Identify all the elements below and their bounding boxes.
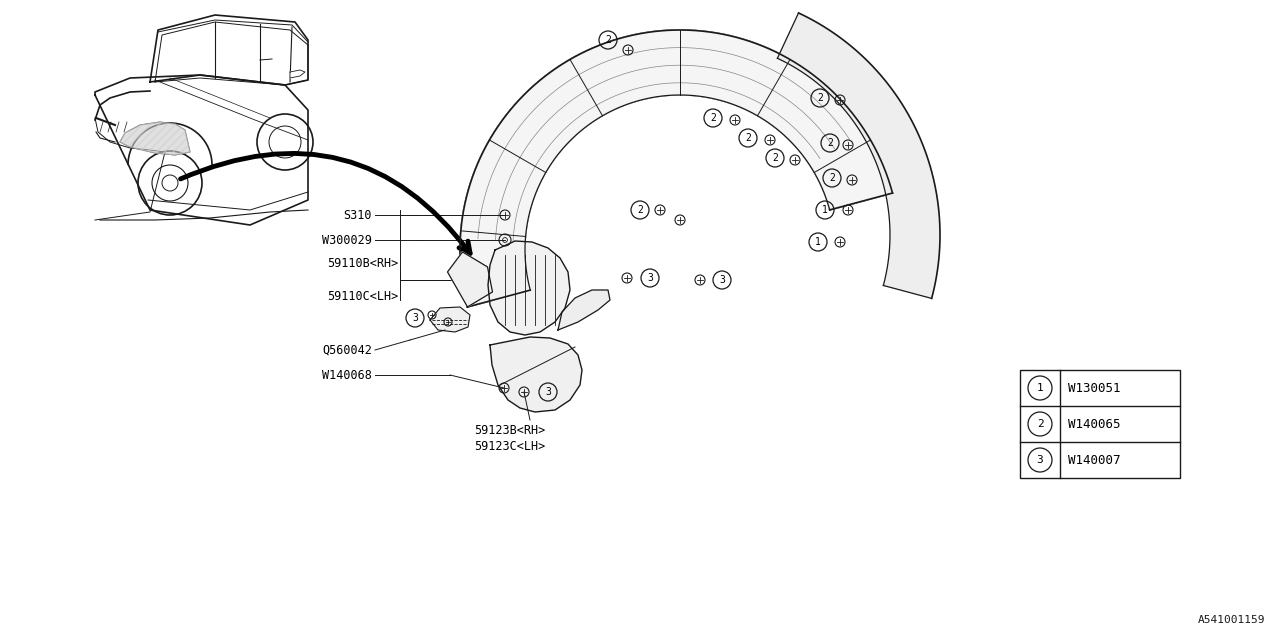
Polygon shape bbox=[558, 290, 611, 330]
Text: 59110C<LH>: 59110C<LH> bbox=[326, 290, 398, 303]
Bar bbox=[1020, 370, 1180, 478]
Text: 2: 2 bbox=[710, 113, 716, 123]
Text: 2: 2 bbox=[637, 205, 643, 215]
Text: 3: 3 bbox=[545, 387, 550, 397]
Text: W300029: W300029 bbox=[323, 234, 372, 246]
Polygon shape bbox=[291, 70, 305, 78]
Text: 1: 1 bbox=[815, 237, 820, 247]
Polygon shape bbox=[448, 252, 493, 307]
Text: Q560042: Q560042 bbox=[323, 344, 372, 356]
Text: 2: 2 bbox=[829, 173, 835, 183]
Text: 59123C<LH>: 59123C<LH> bbox=[475, 440, 545, 453]
Polygon shape bbox=[460, 30, 892, 307]
Text: 2: 2 bbox=[605, 35, 611, 45]
Text: 2: 2 bbox=[772, 153, 778, 163]
Text: W140065: W140065 bbox=[1068, 417, 1120, 431]
Text: 3: 3 bbox=[412, 313, 419, 323]
Text: W140007: W140007 bbox=[1068, 454, 1120, 467]
Text: 59110B<RH>: 59110B<RH> bbox=[326, 257, 398, 270]
Text: 1: 1 bbox=[822, 205, 828, 215]
Circle shape bbox=[257, 114, 314, 170]
Text: 2: 2 bbox=[817, 93, 823, 103]
Text: W130051: W130051 bbox=[1068, 381, 1120, 394]
Polygon shape bbox=[488, 241, 570, 335]
Text: 3: 3 bbox=[719, 275, 724, 285]
Polygon shape bbox=[430, 307, 470, 332]
Text: W140068: W140068 bbox=[323, 369, 372, 381]
Polygon shape bbox=[490, 337, 582, 412]
Text: 2: 2 bbox=[1037, 419, 1043, 429]
Text: A541001159: A541001159 bbox=[1198, 615, 1265, 625]
Polygon shape bbox=[120, 122, 189, 155]
Text: S310: S310 bbox=[343, 209, 372, 221]
Text: 59123B<RH>: 59123B<RH> bbox=[475, 424, 545, 437]
Text: 1: 1 bbox=[1037, 383, 1043, 393]
Text: 3: 3 bbox=[648, 273, 653, 283]
Circle shape bbox=[138, 151, 202, 215]
Text: 3: 3 bbox=[1037, 455, 1043, 465]
Text: 2: 2 bbox=[745, 133, 751, 143]
Text: 2: 2 bbox=[827, 138, 833, 148]
Polygon shape bbox=[777, 13, 940, 298]
